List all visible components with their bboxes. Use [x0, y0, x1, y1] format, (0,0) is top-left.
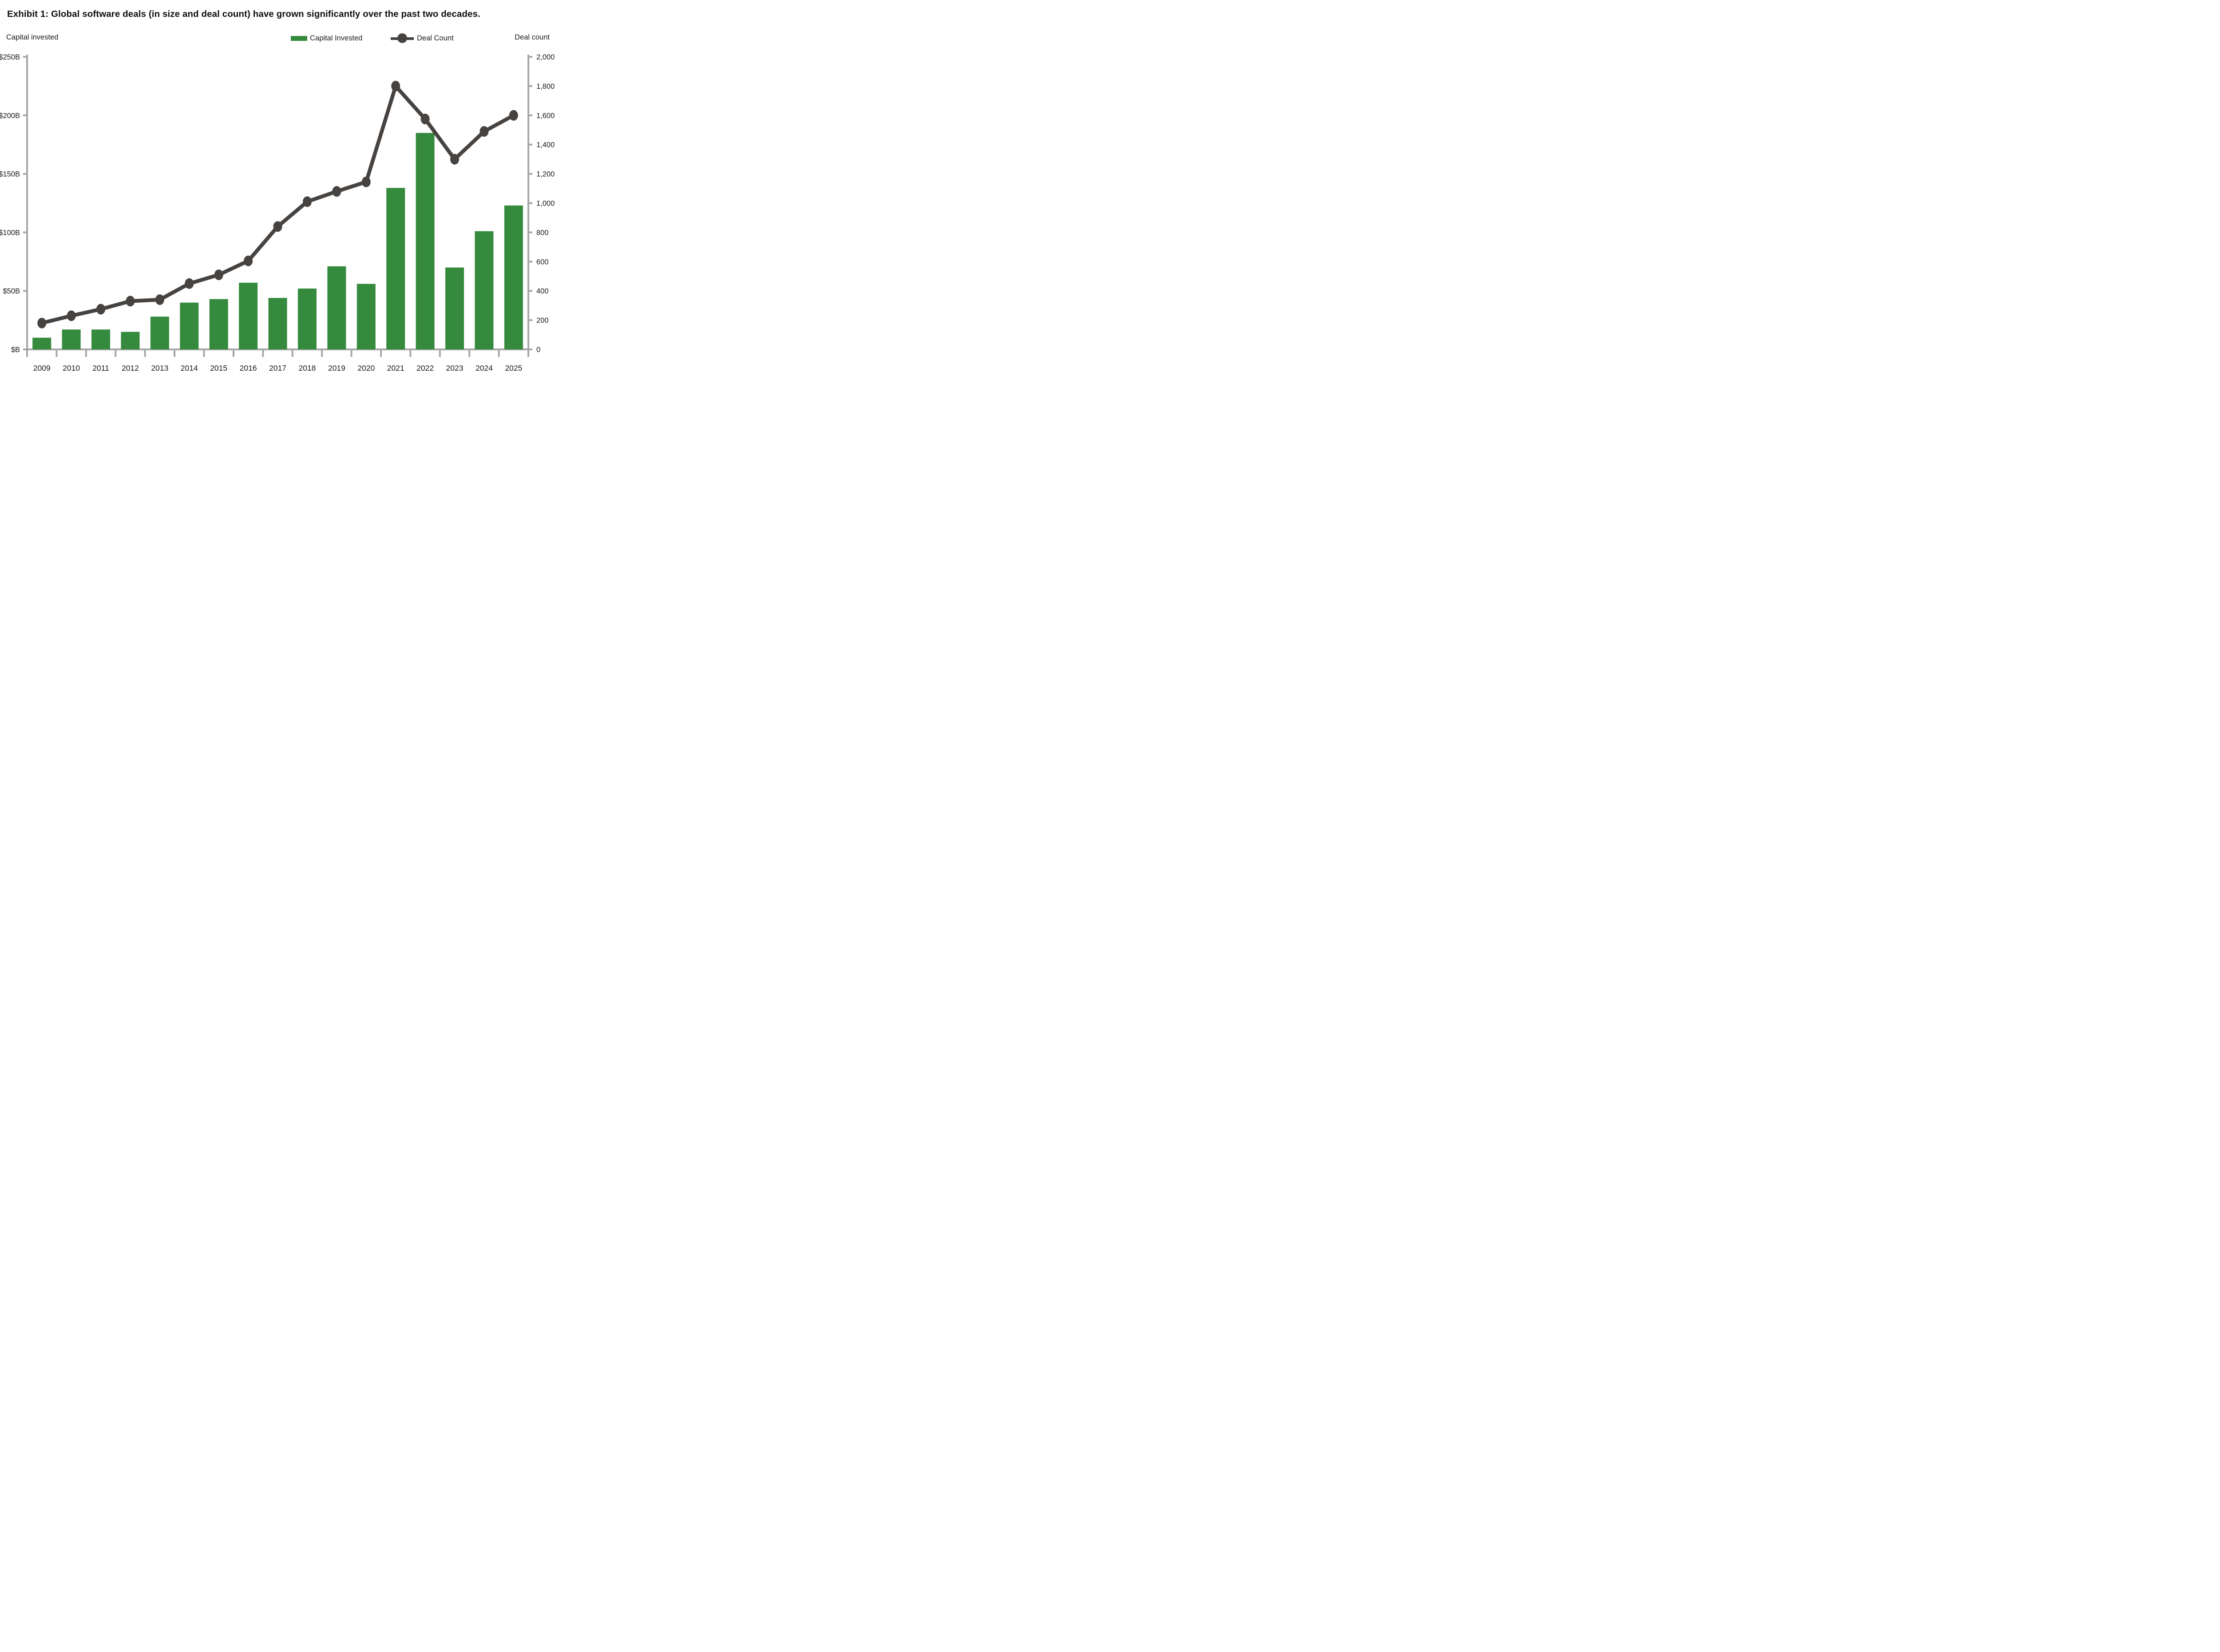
- x-axis-year-label: 2015: [210, 364, 227, 372]
- right-axis-title: Deal count: [515, 33, 550, 42]
- right-axis-tick-label: 0: [536, 346, 540, 354]
- deal-count-line: [40, 84, 516, 325]
- bar-2024: [475, 231, 494, 350]
- deal-count-marker-2009: [37, 317, 47, 329]
- deal-count-marker-2014: [185, 278, 194, 289]
- bar-2018: [297, 288, 317, 350]
- right-axis-tick-label: 600: [536, 258, 549, 266]
- deal-count-marker-2015: [214, 269, 223, 281]
- bar-2022: [416, 133, 435, 350]
- deal-count-marker-2024: [480, 126, 489, 137]
- x-axis-year-label: 2009: [33, 364, 51, 372]
- right-axis-tick-label: 1,600: [536, 112, 555, 120]
- right-axis-tick-label: 200: [536, 317, 549, 325]
- bar-2020: [357, 284, 376, 350]
- deal-count-marker-2017: [273, 221, 282, 232]
- right-axis-tick-label: 1,200: [536, 170, 555, 178]
- legend-capital-label: Capital Invested: [310, 34, 363, 42]
- bar-2009: [32, 337, 52, 350]
- deal-count-marker-2021: [391, 80, 400, 91]
- deal-count-marker-2019: [332, 186, 341, 197]
- legend-item-deal-count: Deal Count: [391, 32, 454, 45]
- deal-count-marker-2011: [96, 304, 106, 315]
- x-axis-year-label: 2021: [387, 364, 404, 372]
- legend-row: Capital invested Capital Invested Deal C…: [0, 32, 555, 45]
- bar-2010: [62, 329, 81, 350]
- deal-count-marker-icon: [391, 32, 414, 44]
- x-axis-year-label: 2011: [92, 364, 109, 372]
- right-axis-tick-label: 1,400: [536, 141, 555, 149]
- x-axis-year-label: 2020: [357, 364, 375, 372]
- x-axis-year-label: 2010: [63, 364, 80, 372]
- deal-count-marker-2023: [450, 154, 459, 165]
- chart-area: $B $50B $100B $150B $200B $250B 0 200 400 600 800 1…: [0, 46, 555, 379]
- x-axis-year-label: 2013: [151, 364, 168, 372]
- deal-count-marker-2025: [509, 110, 518, 121]
- right-axis-tick-label: 400: [536, 287, 549, 295]
- legend-item-capital-invested: Capital Invested: [291, 32, 362, 45]
- x-axis-year-label: 2012: [122, 364, 139, 372]
- right-axis-tick-label: 2,000: [536, 53, 555, 61]
- bar-2012: [121, 332, 140, 350]
- bar-2013: [150, 317, 169, 350]
- exhibit-page: Exhibit 1: Global software deals (in siz…: [0, 0, 555, 379]
- left-axis-tick-label: $50B: [3, 287, 20, 295]
- left-axis-tick-label: $150B: [0, 170, 20, 178]
- x-axis-year-label: 2022: [416, 364, 434, 372]
- bar-2011: [91, 329, 111, 350]
- bar-2021: [386, 188, 405, 350]
- bar-2019: [327, 266, 346, 350]
- bar-2014: [180, 302, 199, 350]
- left-axis-tick-label: $200B: [0, 112, 20, 120]
- x-axis-year-label: 2016: [240, 364, 257, 372]
- deal-count-marker-2020: [361, 176, 371, 187]
- x-axis-year-label: 2017: [269, 364, 286, 372]
- bar-2023: [445, 267, 464, 350]
- bar-2016: [239, 282, 258, 350]
- right-axis-tick-label: 1,800: [536, 83, 555, 91]
- bar-2025: [504, 205, 523, 350]
- x-axis-year-label: 2024: [476, 364, 493, 372]
- bar-2015: [209, 299, 228, 350]
- x-axis-year-label: 2018: [298, 364, 316, 372]
- left-axis-title: Capital invested: [6, 33, 59, 42]
- right-axis-tick-label: 1,000: [536, 200, 555, 208]
- capital-invested-swatch-icon: [291, 36, 307, 41]
- combo-bar-line-chart: $B $50B $100B $150B $200B $250B 0 200 400 600 800 1…: [0, 53, 555, 372]
- deal-count-marker-2013: [155, 294, 164, 305]
- x-axis-year-label: 2014: [181, 364, 198, 372]
- left-axis-tick-label: $100B: [0, 229, 20, 237]
- x-axis-year-label: 2019: [328, 364, 345, 372]
- right-axis-tick-label: 800: [536, 229, 549, 237]
- bar-2017: [268, 298, 287, 350]
- x-axis-year-label: 2025: [505, 364, 522, 372]
- x-axis-year-label: 2023: [446, 364, 464, 372]
- deal-count-marker-2012: [126, 296, 135, 307]
- chart-title: Exhibit 1: Global software deals (in siz…: [7, 9, 480, 19]
- left-axis-tick-label: $B: [11, 346, 20, 354]
- deal-count-marker-2018: [302, 196, 312, 207]
- deal-count-marker-2016: [244, 255, 253, 266]
- left-axis-tick-label: $250B: [0, 53, 20, 61]
- deal-count-marker-2010: [67, 310, 76, 321]
- legend-deal-count-label: Deal Count: [417, 34, 454, 42]
- deal-count-marker-2022: [420, 114, 430, 125]
